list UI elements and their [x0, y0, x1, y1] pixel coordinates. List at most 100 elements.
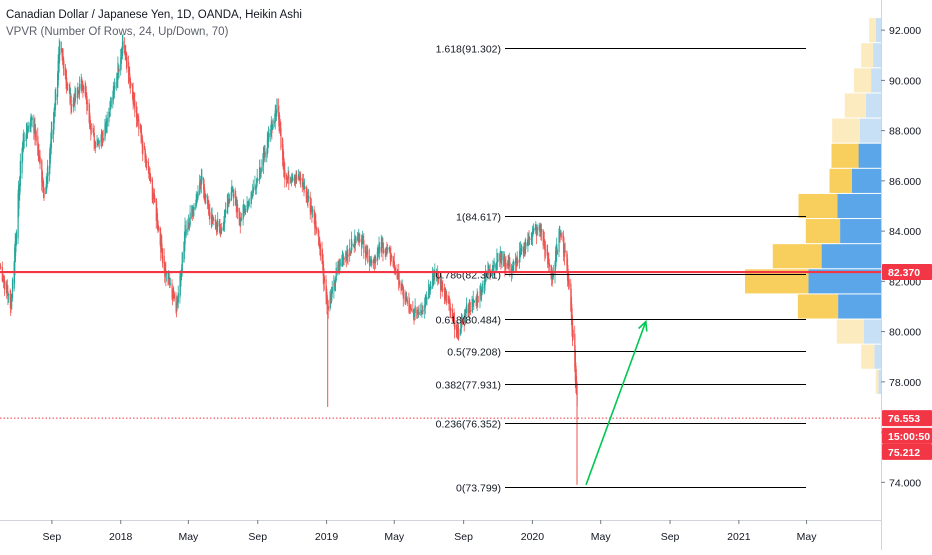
candle-body-684	[539, 227, 542, 229]
candle-body-594	[468, 303, 470, 313]
candle-body-482	[380, 241, 382, 250]
candle-body-148	[116, 77, 119, 83]
candle-body-290	[228, 201, 230, 203]
fib-label-0[interactable]: 1.618(91.302)	[436, 44, 501, 56]
candle-body-197	[155, 198, 157, 221]
x-tick-label-10: 2021	[727, 531, 751, 543]
x-axis[interactable]: Sep 2018 May Sep 2019 May Sep 2020 May Sep 2021 May	[43, 520, 818, 543]
symbol-title[interactable]: Canadian Dollar / Japanese Yen, 1D, OAND…	[6, 9, 302, 21]
candle-body-706	[556, 249, 558, 255]
fib-label-7[interactable]: 0(73.799)	[456, 483, 501, 495]
candle-body-294	[231, 189, 234, 191]
horizontal-line-price-label-bg	[882, 264, 932, 281]
candle-body-236	[185, 229, 187, 235]
vpvr-up-bar-12	[863, 319, 881, 344]
fib-label-5[interactable]: 0.382(77.931)	[436, 380, 501, 392]
candle-body-686	[540, 229, 543, 233]
candle-body-16	[11, 279, 14, 299]
candle-body-451	[355, 237, 357, 244]
vpvr-up-bar-0	[875, 18, 881, 43]
candle-body-51	[39, 156, 41, 164]
candle-body-35	[27, 130, 29, 132]
candle-body-106	[82, 85, 85, 90]
candle-body-674	[531, 230, 534, 238]
candle-body-672	[530, 238, 533, 240]
candle-body-728	[574, 350, 577, 381]
candle-body-186	[146, 160, 148, 163]
candle-body-400	[315, 220, 317, 234]
candle-body-406	[319, 243, 322, 257]
vpvr-up-bar-1	[873, 43, 881, 68]
fib-label-6[interactable]: 0.236(76.352)	[436, 419, 501, 431]
candle-body-311	[244, 208, 247, 215]
candle-body-386	[304, 186, 306, 189]
trend-arrow-group[interactable]	[585, 319, 648, 486]
candle-body-397	[313, 210, 315, 218]
candle-body-701	[552, 273, 555, 278]
candle-body-61	[47, 172, 49, 177]
candle-body-501	[394, 267, 397, 275]
candle-body-361	[284, 170, 286, 180]
candle-body-256	[201, 176, 203, 181]
x-tick-label-11: May	[797, 531, 818, 543]
candle-body-36	[27, 125, 29, 132]
candle-body-593	[468, 311, 470, 313]
candle-body-200	[157, 220, 159, 232]
candle-body-295	[232, 189, 234, 191]
trend-arrow	[585, 321, 647, 486]
candle-body-149	[117, 62, 119, 81]
candle-body-316	[248, 203, 250, 205]
horizontal-line-group[interactable]	[0, 270, 881, 419]
candle-body-161	[126, 56, 128, 68]
candle-body-466	[367, 250, 369, 262]
candle-body-381	[300, 177, 302, 180]
vpvr-up-bar-7	[837, 193, 881, 219]
candle-body-276	[217, 220, 219, 227]
indicator-label[interactable]: VPVR (Number Of Rows, 24, Up/Down, 70)	[6, 26, 229, 38]
candle-body-241	[189, 212, 191, 225]
fibonacci-retracement[interactable]: 1.618(91.302)1(84.617)0.786(82.301)0.618…	[436, 44, 806, 495]
candle-body-636	[501, 250, 503, 261]
candle-body-126	[98, 141, 100, 143]
candle-body-649	[512, 268, 514, 270]
candle-body-446	[351, 243, 353, 246]
vpvr-down-bar-13	[861, 344, 875, 369]
price-badge-0: 76.553	[888, 413, 920, 425]
vpvr-down-bar-0	[869, 18, 876, 43]
candles	[0, 34, 578, 485]
candle-body-315	[248, 203, 250, 206]
candle-body-251	[197, 190, 199, 199]
candle-body-571	[450, 308, 452, 311]
candle-body-320	[252, 189, 254, 197]
candle-body-656	[517, 260, 519, 263]
x-tick-label-3: Sep	[248, 531, 267, 543]
fib-label-3[interactable]: 0.618(80.484)	[436, 315, 501, 327]
candle-body-651	[513, 261, 515, 266]
candle-body-81	[63, 60, 65, 76]
fib-label-1[interactable]: 1(84.617)	[456, 212, 501, 224]
candle-body-568	[448, 299, 450, 304]
candle-body-156	[122, 41, 124, 49]
candle-body-206	[161, 247, 164, 264]
candle-body-536	[422, 310, 424, 312]
candle-body-216	[169, 283, 172, 285]
candle-body-321	[252, 186, 254, 194]
x-tick-label-9: Sep	[661, 531, 680, 543]
vpvr-down-bar-8	[805, 219, 841, 244]
vpvr-down-bar-10	[745, 269, 809, 294]
candle-body-642	[507, 263, 509, 266]
candle-body-171	[134, 100, 136, 113]
candle-body-430	[339, 266, 341, 268]
candle-body-416	[327, 305, 329, 311]
fib-label-4[interactable]: 0.5(79.208)	[447, 347, 501, 359]
candle-body-306	[240, 218, 243, 221]
candle-body-234	[184, 225, 186, 244]
candle-body-498	[393, 260, 395, 262]
candle-body-137	[108, 111, 110, 123]
x-tick-label-0: Sep	[43, 531, 62, 543]
candle-body-726	[572, 329, 574, 338]
candle-body-226	[177, 292, 179, 303]
candle-body-3	[2, 273, 4, 281]
